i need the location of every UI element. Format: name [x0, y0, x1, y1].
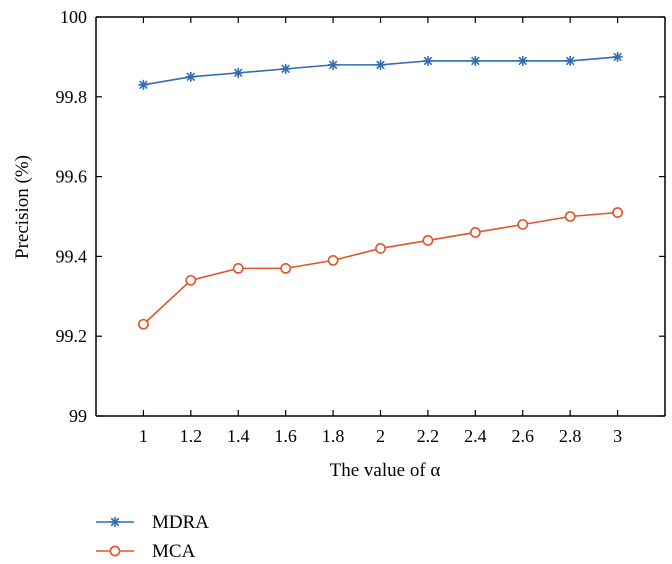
marker-stroke: [471, 56, 480, 66]
marker-stroke: [328, 60, 338, 70]
data-point-mca: [185, 274, 197, 286]
marker-stroke: [376, 60, 385, 70]
x-tick-label: 2.4: [464, 426, 487, 446]
data-point-mca: [612, 207, 623, 218]
x-tick-label: 2.8: [559, 426, 582, 446]
x-tick-label: 2.2: [417, 426, 440, 446]
data-point-mdra: [375, 59, 386, 70]
x-axis: 1 1.2 1.4 1.6 1.8 2 2.2 2.4 2.6 2.8 3: [139, 17, 622, 446]
y-tick-label: 99.2: [56, 326, 88, 346]
x-tick-label: 1.4: [227, 426, 250, 446]
data-point-mca: [375, 243, 386, 254]
data-point-mca: [517, 219, 529, 230]
y-tick-label: 99.4: [56, 246, 88, 266]
marker-stroke: [110, 517, 120, 527]
series-layer: [138, 51, 623, 330]
series-mdra: [138, 51, 623, 90]
marker-stroke: [613, 52, 622, 62]
x-axis-label: The value of α: [330, 460, 441, 481]
data-point-mdra: [612, 51, 623, 62]
y-axis: 99 99.2 99.4 99.6 99.8 100: [56, 7, 665, 426]
data-point-mdra: [280, 63, 291, 74]
data-point-mdra: [565, 55, 576, 66]
x-tick-label: 2.6: [512, 426, 535, 446]
marker-stroke: [186, 72, 196, 82]
data-point-mdra: [517, 55, 528, 66]
series-line-mca: [142, 211, 618, 325]
x-tick-label: 1.2: [180, 426, 203, 446]
legend-marker-mdra: [110, 517, 120, 527]
legend-label-mdra: MDRA: [152, 512, 209, 533]
data-point-mdra: [233, 67, 244, 78]
data-point-mdra: [328, 59, 339, 70]
legend-item-mdra: MDRA: [96, 512, 209, 533]
data-point-mca: [564, 211, 576, 222]
marker-stroke: [423, 56, 433, 66]
marker-stroke: [139, 80, 148, 90]
data-point-mca: [138, 318, 149, 330]
data-point-mca: [469, 227, 481, 238]
x-tick-label: 1.8: [322, 426, 345, 446]
data-point-mdra: [138, 79, 149, 90]
data-point-mdra: [422, 55, 433, 66]
legend-label-mca: MCA: [152, 541, 196, 562]
legend-marker-mca: [109, 545, 121, 557]
x-tick-label: 2: [376, 426, 385, 446]
y-axis-label: Precision (%): [12, 155, 33, 259]
marker-stroke: [518, 56, 528, 66]
data-point-mca: [327, 254, 339, 266]
x-tick-label: 3: [613, 426, 622, 446]
y-tick-label: 99.6: [56, 167, 88, 187]
y-tick-label: 99.8: [56, 87, 88, 107]
data-point-mca: [232, 262, 244, 274]
legend: MDRA MCA: [96, 512, 209, 562]
legend-item-mca: MCA: [96, 541, 196, 562]
data-point-mca: [280, 262, 292, 274]
data-point-mdra: [470, 55, 481, 66]
data-point-mca: [422, 235, 434, 246]
marker-stroke: [281, 64, 290, 74]
data-point-mdra: [185, 71, 196, 82]
y-tick-label: 99: [69, 406, 87, 426]
x-tick-label: 1: [139, 426, 148, 446]
y-tick-label: 100: [60, 7, 87, 27]
marker-stroke: [233, 68, 243, 78]
marker-stroke: [565, 56, 575, 66]
x-tick-label: 1.6: [274, 426, 297, 446]
series-mca: [138, 207, 623, 330]
